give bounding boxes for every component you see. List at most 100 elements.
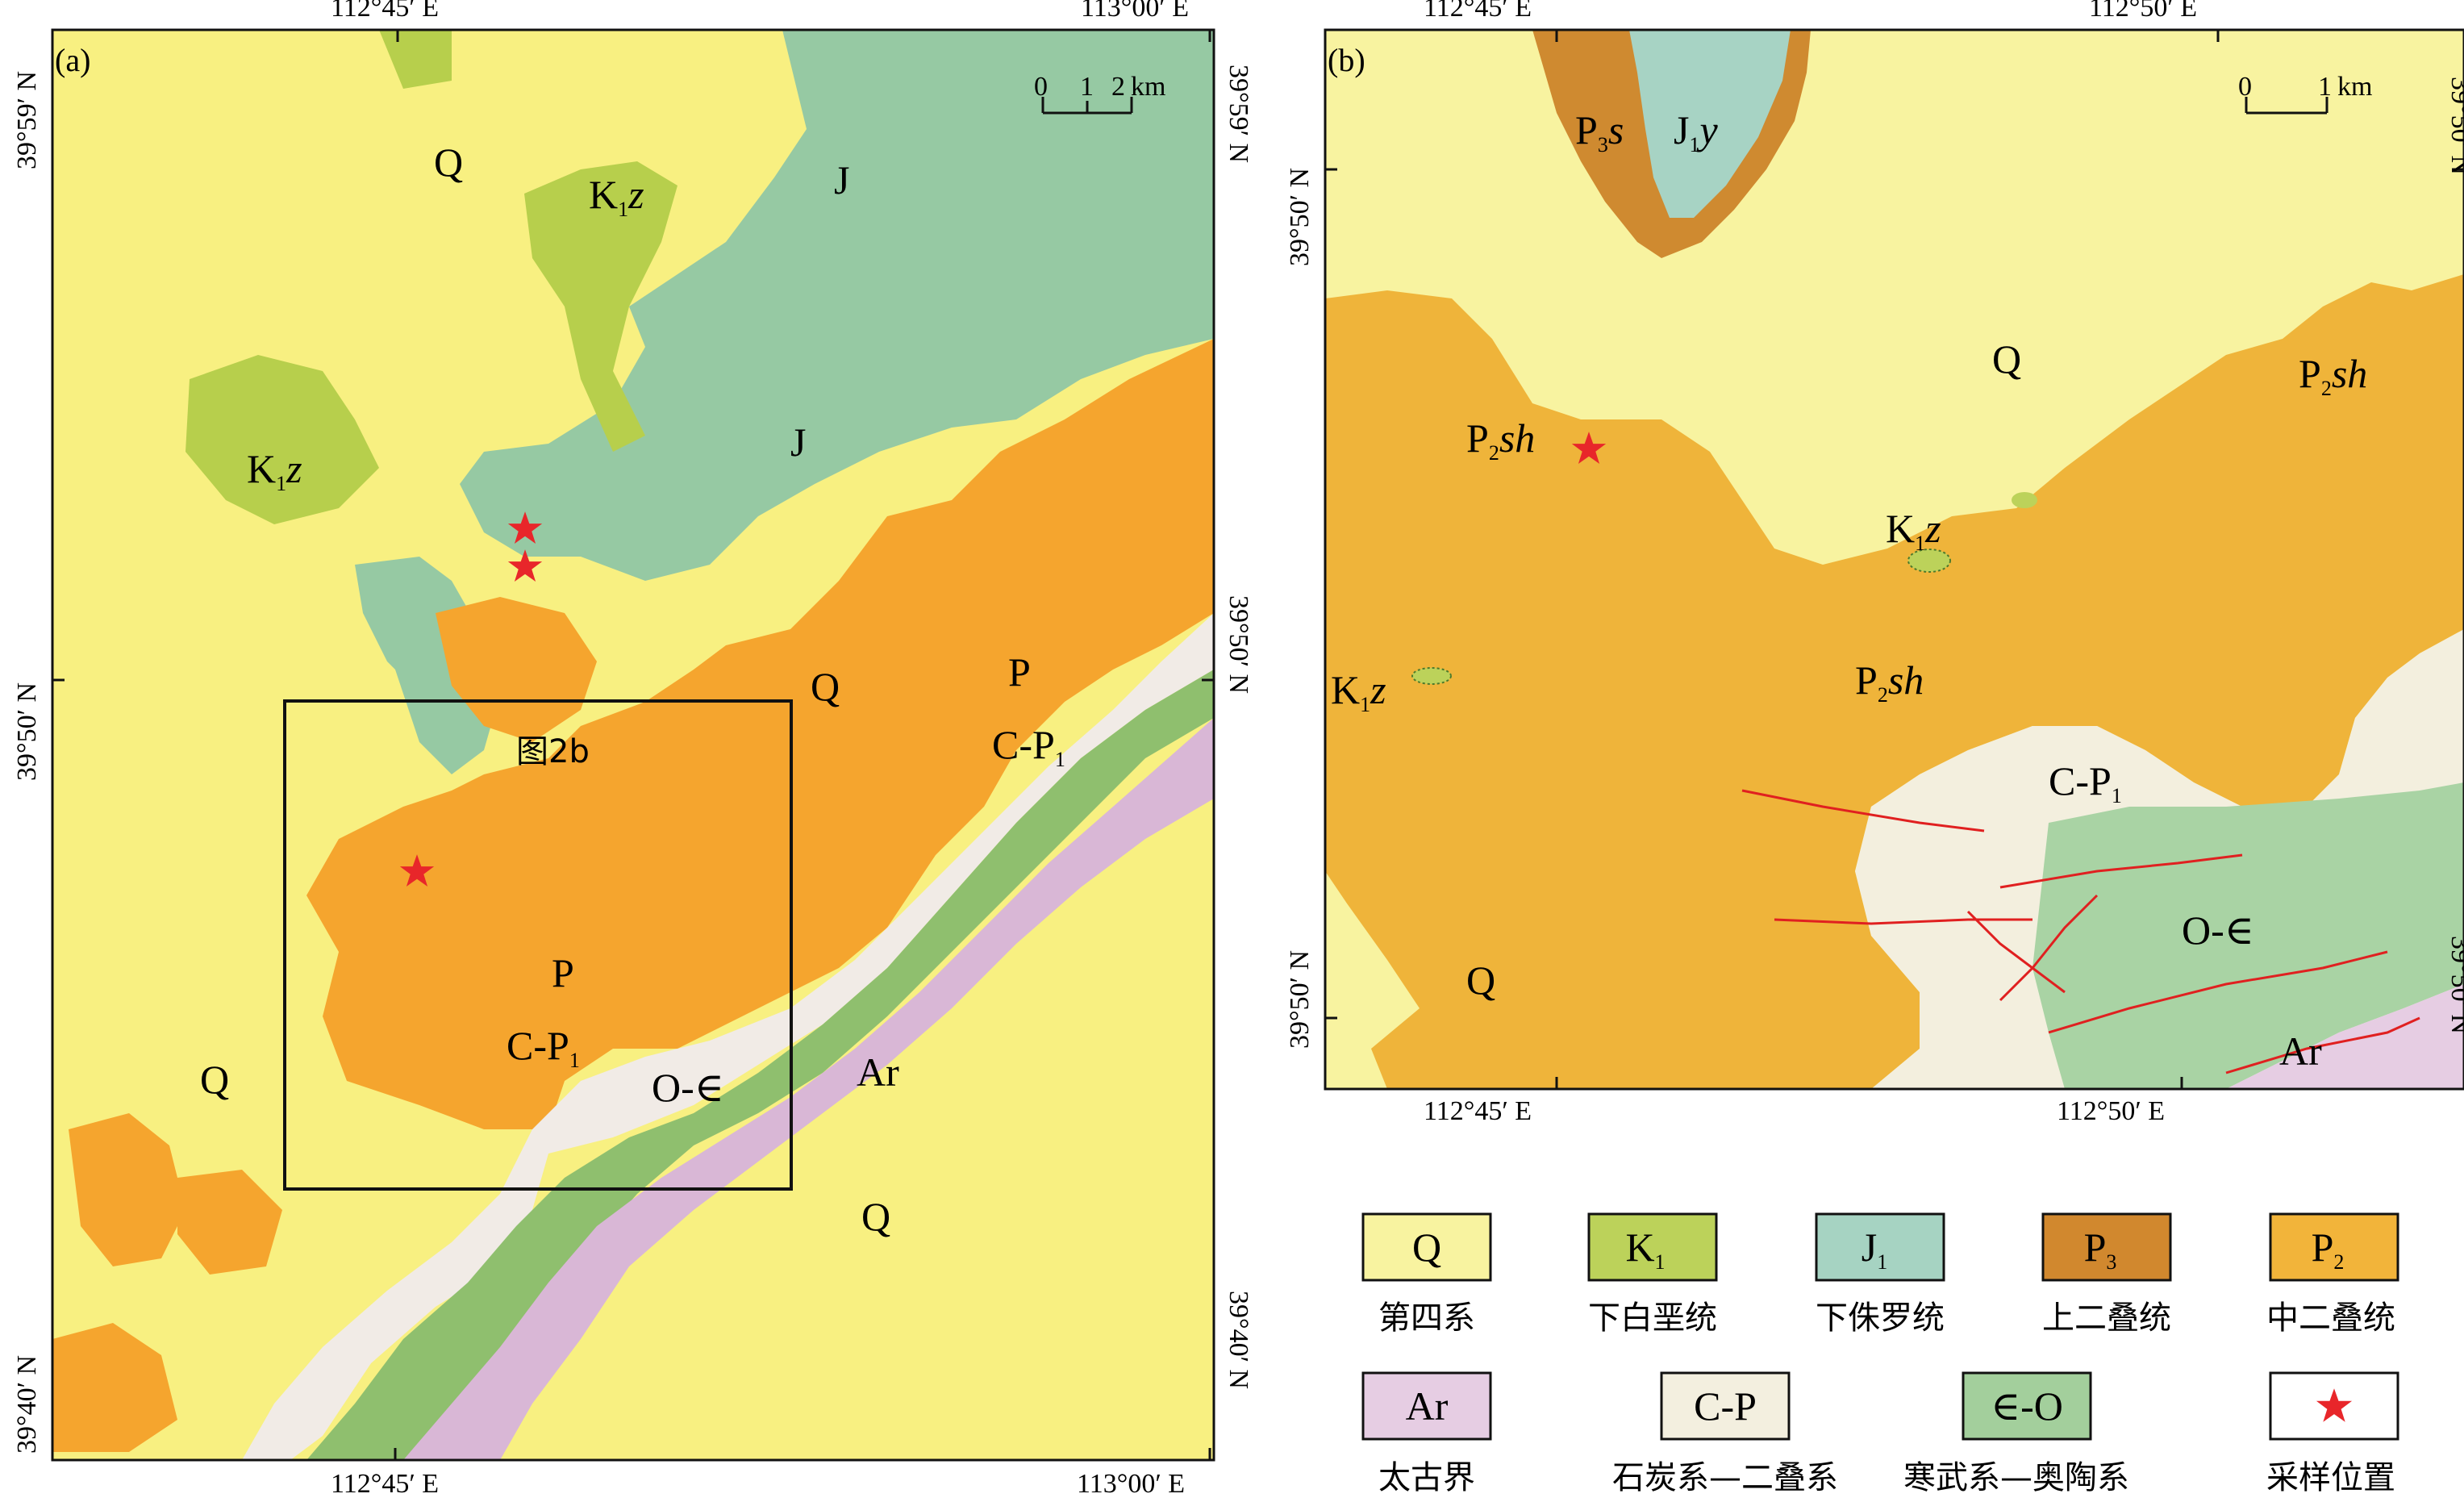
inset-box-2b [283,699,793,1191]
svg-text:C-P1: C-P1 [2049,758,2122,807]
svg-text:C-P: C-P [1694,1383,1757,1429]
svg-text:J: J [790,419,806,465]
svg-text:中二叠统: 中二叠统 [2266,1300,2395,1337]
svg-text:采样位置: 采样位置 [2266,1459,2395,1496]
svg-text:0: 0 [2238,72,2252,102]
svg-text:2: 2 [1111,72,1125,102]
svg-text:P3: P3 [2084,1225,2117,1274]
svg-text:39°50′ N: 39°50′ N [1285,168,1315,266]
svg-text:P: P [1008,649,1031,695]
legend-item-archean: Ar 太古界 [1361,1371,1492,1496]
svg-text:上二叠统: 上二叠统 [2042,1300,2171,1337]
svg-text:112°45′ E: 112°45′ E [331,1469,439,1499]
unit-archean-b [2226,984,2464,1089]
svg-text:km: km [1131,72,1165,102]
svg-text:1: 1 [2318,72,2332,102]
unit-permian-a-sw3 [177,1170,282,1275]
svg-text:J: J [834,157,849,202]
svg-text:39°50′ N: 39°50′ N [1285,950,1315,1049]
svg-text:39°50′ N: 39°50′ N [2445,77,2464,175]
svg-text:K1z: K1z [1331,667,1386,716]
svg-text:112°50′ E: 112°50′ E [2057,1096,2165,1126]
svg-text:39°50′ N: 39°50′ N [1224,595,1253,694]
svg-text:39°40′ N: 39°40′ N [12,1355,42,1454]
svg-text:石炭系—二叠系: 石炭系—二叠系 [1612,1459,1838,1496]
unit-cretaceous-b-1 [1907,549,1951,573]
legend-item-lower-jurassic: J1 下侏罗统 [1815,1212,1945,1337]
panel-a-label: (a) [55,42,90,78]
svg-text:Q: Q [1466,958,1495,1003]
unit-permian-a-sw1 [69,1113,186,1266]
unit-jurassic-a [460,30,1214,581]
map-frame-b [1324,28,2464,1091]
svg-text:39°59′ N: 39°59′ N [1224,65,1253,163]
legend-item-camb-ordo: ∈-O 寒武系—奥陶系 [1903,1371,2129,1496]
svg-text:39°40′ N: 39°40′ N [1224,1291,1253,1389]
svg-text:112°45′ E: 112°45′ E [1424,0,1532,23]
svg-text:P2: P2 [2312,1225,2345,1274]
svg-text:1: 1 [1080,72,1094,102]
svg-text:K1z: K1z [1886,506,1941,555]
scale-bar-b: 0 1 km [2238,72,2372,115]
legend-item-upper-permian: P3 上二叠统 [2041,1212,2172,1337]
svg-text:Ar: Ar [1406,1383,1449,1429]
svg-text:112°45′ E: 112°45′ E [331,0,439,23]
unit-cretaceous-a-3 [379,30,452,89]
legend-item-middle-permian: P2 中二叠统 [2266,1212,2399,1337]
svg-text:P2sh: P2sh [1466,415,1535,465]
unit-permian2-b [1325,274,2464,1089]
svg-text:J1y: J1y [1674,107,1718,156]
legend: Q 第四系 K1 下白垩统 J1 下侏罗统 P3 上二叠统 P2 中二叠统 Ar… [1361,1212,2399,1496]
scale-bar-a: 0 1 2 km [1034,72,1165,115]
svg-text:39°50′ N: 39°50′ N [2445,936,2464,1034]
fault-lines [1741,789,2420,1074]
svg-text:第四系: 第四系 [1378,1300,1475,1337]
unit-archean-a [403,718,1214,1460]
svg-text:Q: Q [200,1057,229,1102]
legend-item-carb-perm: C-P 石炭系—二叠系 [1612,1371,1838,1496]
svg-text:K1z: K1z [589,172,644,221]
svg-text:下白垩统: 下白垩统 [1588,1300,1717,1337]
svg-text:Q: Q [1412,1225,1441,1270]
svg-text:Ar: Ar [857,1049,899,1095]
svg-text:Q: Q [861,1194,890,1239]
unit-cretaceous-a-1 [186,355,379,524]
svg-text:O-∈: O-∈ [2182,907,2254,953]
svg-text:C-P1: C-P1 [992,722,1065,771]
svg-text:K1: K1 [1625,1225,1665,1274]
legend-item-lower-cretaceous: K1 下白垩统 [1587,1212,1718,1337]
panel-b-label: (b) [1328,42,1365,78]
svg-text:寒武系—奥陶系: 寒武系—奥陶系 [1903,1459,2129,1496]
unit-permian-a [306,339,1214,1129]
svg-text:39°50′ N: 39°50′ N [12,682,42,781]
map-frame-a [51,28,1215,1462]
legend-item-sample-location: 采样位置 [2266,1371,2399,1496]
svg-text:Q: Q [434,140,463,185]
svg-text:113°00′ E: 113°00′ E [1077,1469,1185,1499]
unit-cretaceous-b-2 [1411,667,1452,685]
svg-text:112°45′ E: 112°45′ E [1424,1096,1532,1126]
svg-text:112°50′ E: 112°50′ E [2089,0,2197,23]
svg-text:P2sh: P2sh [1855,657,1924,707]
svg-text:113°00′ E: 113°00′ E [1081,0,1189,23]
svg-text:K1z: K1z [247,446,302,495]
svg-text:C-P1: C-P1 [507,1023,580,1072]
svg-text:O-∈: O-∈ [652,1065,724,1110]
unit-carb-perm-a [242,613,1214,1460]
unit-permian-a-west [436,597,597,742]
unit-ordo-camb-a [306,670,1214,1460]
svg-text:0: 0 [1034,72,1048,102]
unit-jurassic-b [1629,30,1791,218]
unit-ordo-camb-b [2032,782,2464,1089]
svg-text:太古界: 太古界 [1378,1459,1475,1496]
unit-cretaceous-a-2 [524,161,677,452]
unit-cretaceous-b-3 [2012,492,2037,508]
unit-permian-a-sw2 [52,1323,177,1452]
legend-item-quaternary: Q 第四系 [1361,1212,1492,1337]
svg-text:P: P [552,950,574,995]
svg-text:km: km [2337,72,2372,102]
map-panel-a: 图2b 0 1 2 km Q Q Q Q K1z K1z J J P P C-P… [12,0,1253,1499]
svg-text:∈-O: ∈-O [1991,1383,2063,1429]
svg-text:39°59′ N: 39°59′ N [12,71,42,169]
map-panel-b: 0 1 km P3s J1y Q Q P2sh P2sh P2sh K1z K1… [1285,0,2464,1126]
